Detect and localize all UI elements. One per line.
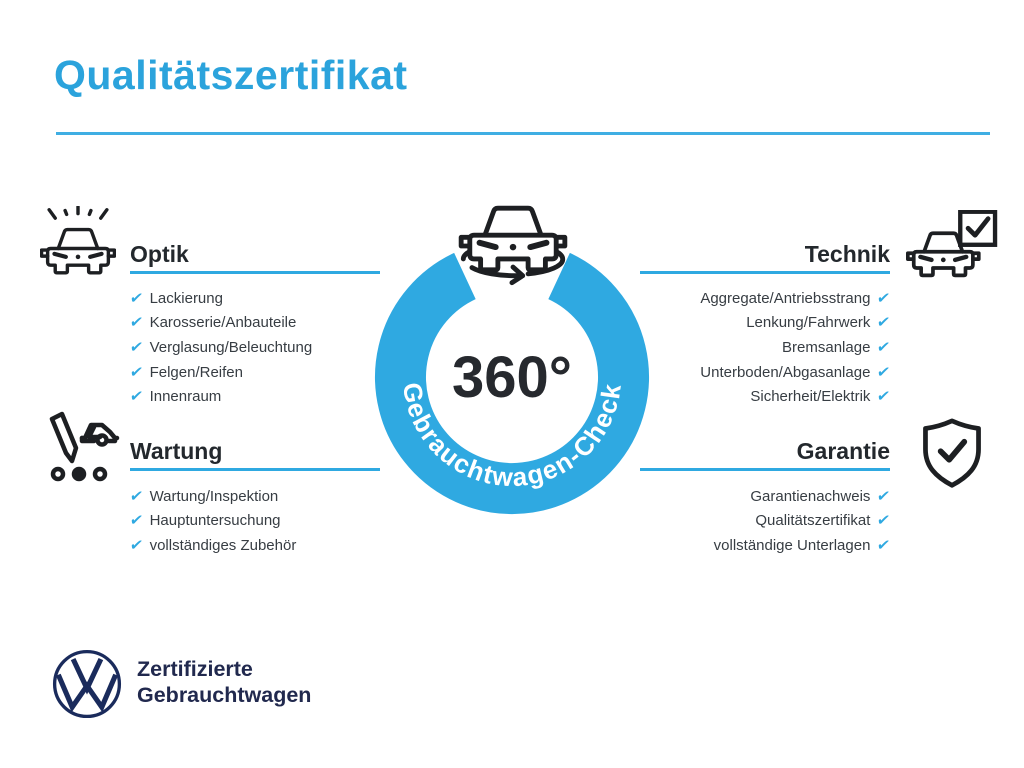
section-label: Optik (130, 241, 189, 267)
checklist-item-label: Aggregate/Antriebsstrang (700, 289, 871, 307)
checklist-item: ✔ Verglasung/Beleuchtung (128, 335, 380, 360)
service-checklist-icon (49, 411, 120, 482)
checklist-item: ✔ vollständige Unterlagen (640, 533, 892, 558)
badge-ring (375, 252, 649, 514)
garantie-item-list: ✔ Garantienachweis ✔ Qualitätszertifikat… (640, 484, 892, 558)
page-title: Qualitätszertifikat (54, 52, 408, 98)
checklist-item: ✔ Aggregate/Antriebsstrang (640, 286, 892, 311)
check-icon: ✔ (875, 338, 892, 356)
section-label: Garantie (796, 438, 890, 464)
section-header-optik: Optik (130, 237, 380, 274)
checklist-item: ✔ Lackierung (128, 286, 380, 311)
car-checkbox-icon (906, 210, 998, 278)
badge-degrees: 360° (452, 345, 572, 410)
checklist-item-label: Qualitätszertifikat (755, 512, 871, 530)
check-icon: ✔ (128, 289, 145, 307)
checklist-item-label: Karosserie/Anbauteile (149, 314, 297, 332)
checklist-item-label: Sicherheit/Elektrik (750, 388, 871, 406)
check-icon: ✔ (875, 487, 892, 505)
checklist-item-label: Bremsanlage (782, 338, 871, 356)
check-icon: ✔ (875, 388, 892, 406)
check-icon: ✔ (875, 314, 892, 332)
check-icon: ✔ (128, 536, 145, 554)
checklist-item: ✔ Hauptuntersuchung (128, 509, 380, 534)
brand-claim-line2: Gebrauchtwagen (137, 683, 312, 707)
checklist-item-label: Wartung/Inspektion (149, 487, 279, 505)
checklist-item: ✔ Garantienachweis (640, 484, 892, 509)
section-header-wartung: Wartung (130, 434, 380, 471)
checklist-item-label: Innenraum (149, 388, 222, 406)
checklist-item-label: Lackierung (149, 289, 223, 307)
checklist-item: ✔ Sicherheit/Elektrik (640, 384, 892, 409)
shield-check-icon (923, 418, 981, 488)
check-icon: ✔ (128, 512, 145, 530)
check-icon: ✔ (875, 363, 892, 381)
section-header-technik: Technik (640, 237, 890, 274)
checklist-item-label: Verglasung/Beleuchtung (149, 338, 313, 356)
check-icon: ✔ (128, 388, 145, 406)
section-label: Wartung (130, 438, 223, 464)
check-icon: ✔ (128, 314, 145, 332)
checklist-item-label: Lenkung/Fahrwerk (746, 314, 871, 332)
checklist-item: ✔ Qualitätszertifikat (640, 509, 892, 534)
checklist-item-label: vollständiges Zubehör (149, 536, 297, 554)
checklist-item: ✔ Bremsanlage (640, 335, 892, 360)
checklist-item-label: Unterboden/Abgasanlage (700, 363, 871, 381)
polished-car-icon (40, 206, 116, 275)
check-icon: ✔ (128, 338, 145, 356)
check-icon: ✔ (875, 289, 892, 307)
technik-item-list: ✔ Aggregate/Antriebsstrang ✔ Lenkung/Fah… (640, 286, 892, 409)
checklist-item: ✔ Innenraum (128, 384, 380, 409)
brand-claim: Zertifizierte Gebrauchtwagen (137, 656, 311, 708)
checklist-item-label: Felgen/Reifen (149, 363, 243, 381)
checklist-item: ✔ Unterboden/Abgasanlage (640, 360, 892, 385)
checklist-item: ✔ vollständiges Zubehör (128, 533, 380, 558)
wartung-item-list: ✔ Wartung/Inspektion ✔ Hauptuntersuchung… (128, 484, 380, 558)
check-icon: ✔ (875, 512, 892, 530)
section-label: Technik (804, 241, 890, 267)
checklist-item-label: Garantienachweis (750, 487, 871, 505)
car-360-rotation-icon: 360° Gebrauchtwagen-Check (375, 205, 649, 514)
checklist-item: ✔ Karosserie/Anbauteile (128, 311, 380, 336)
check-icon: ✔ (128, 487, 145, 505)
check-icon: ✔ (875, 536, 892, 554)
brand-claim-line1: Zertifizierte (137, 657, 253, 681)
title-divider (56, 132, 990, 135)
checklist-item-label: vollständige Unterlagen (713, 536, 871, 554)
checklist-item: ✔ Lenkung/Fahrwerk (640, 311, 892, 336)
optik-item-list: ✔ Lackierung ✔ Karosserie/Anbauteile ✔ V… (128, 286, 380, 409)
check-icon: ✔ (128, 363, 145, 381)
checklist-item: ✔ Wartung/Inspektion (128, 484, 380, 509)
vw-logo (52, 649, 122, 719)
checklist-item: ✔ Felgen/Reifen (128, 360, 380, 385)
checklist-item-label: Hauptuntersuchung (149, 512, 281, 530)
section-header-garantie: Garantie (640, 434, 890, 471)
